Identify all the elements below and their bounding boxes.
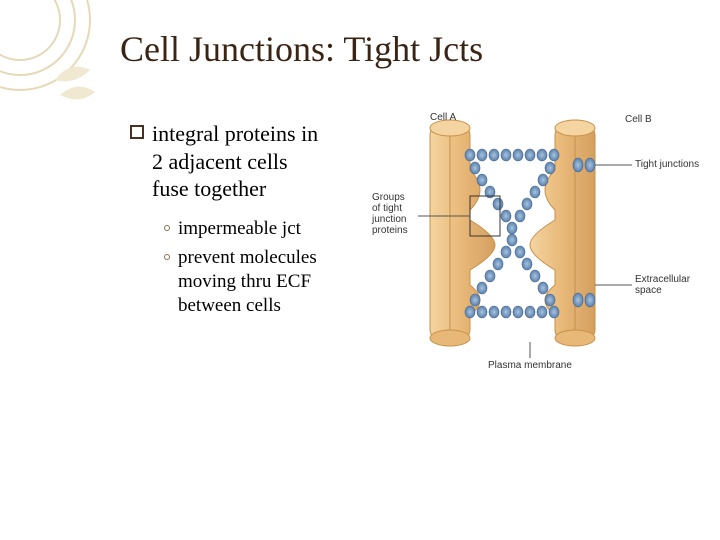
sub-bullet-list: impermeable jct prevent molecules moving… [130, 217, 360, 318]
sub-bullet-2: prevent molecules moving thru ECF betwee… [164, 246, 360, 317]
content-block: integral proteins in 2 adjacent cells fu… [130, 120, 360, 324]
sub-bullet-circle-icon [164, 254, 170, 260]
bullet-line-3: fuse together [152, 176, 266, 201]
label-cell-b: Cell B [625, 114, 652, 125]
sub-bullet-2-text: prevent molecules moving thru ECF betwee… [178, 247, 317, 316]
label-plasma-membrane: Plasma membrane [488, 360, 572, 370]
sub-bullet-1-text: impermeable jct [178, 218, 301, 239]
bullet-line-1: integral proteins in [152, 121, 318, 146]
bullet-line-2: 2 adjacent cells [152, 149, 288, 174]
label-extracellular: Extracellular space [635, 274, 693, 296]
tight-junction-diagram: Cell A Cell B Tight junctions Groups of … [370, 110, 700, 370]
label-tight-junctions: Tight junctions [635, 159, 699, 170]
page-title: Cell Junctions: Tight Jcts [120, 28, 483, 70]
bullet-square-icon [130, 125, 144, 139]
label-cell-a: Cell A [430, 112, 456, 123]
main-bullet: integral proteins in 2 adjacent cells fu… [130, 120, 360, 203]
label-groups: Groups of tight junction proteins [371, 192, 409, 236]
corner-decoration [0, 0, 140, 140]
sub-bullet-circle-icon [164, 225, 170, 231]
sub-bullet-1: impermeable jct [164, 217, 360, 241]
